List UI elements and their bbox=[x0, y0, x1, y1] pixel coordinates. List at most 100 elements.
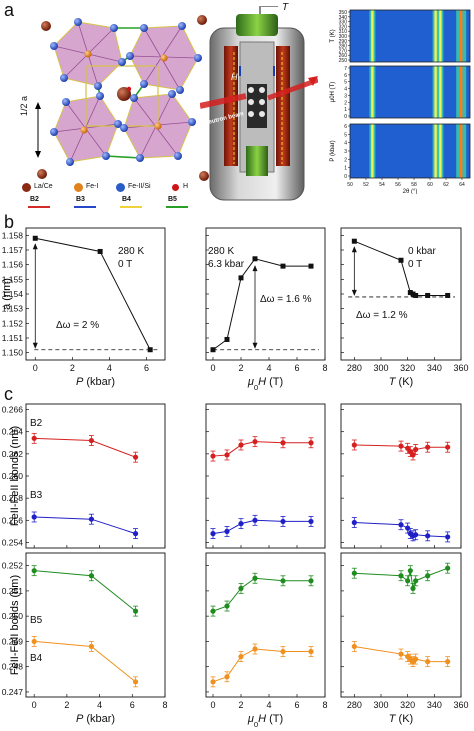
panel-b-plot-2-delta-arrowhead bbox=[252, 342, 258, 349]
panel-c-bottom-plot-1-series-B5-point bbox=[88, 573, 95, 579]
panel-c-top-plot-1-series-B3-line bbox=[34, 516, 136, 535]
panel-b-ylabel: a (nm) bbox=[1, 278, 13, 310]
panel-c-bottom-plot-3-xtick-label: 360 bbox=[453, 700, 468, 710]
heatmap-1-ytick-label: 2 bbox=[344, 100, 347, 106]
atom-sites bbox=[37, 15, 209, 181]
heatmap-0-ytick-label: 260 bbox=[339, 53, 348, 59]
heatmap-0-ytick-label: 340 bbox=[339, 15, 348, 21]
panel-c-bottom-plot-3-xtick-label: 340 bbox=[427, 700, 442, 710]
panel-c-bottom-plot-2-series-B5-point bbox=[308, 578, 314, 584]
panel-c-bottom-plot-3-series-B4-point bbox=[351, 643, 357, 650]
panel-c-top-plot-1-series-B2-point bbox=[88, 437, 95, 444]
bond-legend-b3: B3 bbox=[76, 196, 85, 203]
panel-c-bottom-plot-3-xtick-label: 280 bbox=[347, 700, 362, 710]
panel-b-plot-2-point bbox=[210, 347, 216, 353]
field-label: H bbox=[231, 72, 238, 82]
panel-c-bottom-plot-3-series-B5-point bbox=[405, 578, 411, 584]
heatmap-2-peak-core bbox=[439, 124, 442, 178]
panel-b-plot-3-xlabel: T (K) bbox=[389, 376, 413, 388]
legend-la-ce-icon bbox=[22, 183, 31, 192]
panel-c-bottom-plot-1-ytick-label: 0.249 bbox=[2, 636, 24, 646]
panel-c-bottom-plot-2-xlabel-part: H bbox=[258, 713, 266, 725]
panel-b-plot-1-annotation: 0 T bbox=[118, 259, 132, 270]
panel-c-bottom-plot-3-series-B4-point bbox=[425, 659, 431, 665]
panel-b-plot-1-point bbox=[32, 235, 38, 241]
panel-b-plot-2-xtick-label: 4 bbox=[266, 363, 271, 373]
panel-c-bottom-plot-3-xlabel: T (K) bbox=[389, 713, 413, 725]
heatmap-0-peak-core bbox=[371, 10, 374, 62]
panel-c-bottom-plot-3-series-B5-point bbox=[407, 568, 413, 574]
panel-b-plot-1-ytick-label: 1.150 bbox=[2, 348, 24, 358]
panel-c-top-plot-1-ytick-label: 0.262 bbox=[2, 449, 24, 459]
heatmap-1-ytick-label: 5 bbox=[344, 80, 347, 86]
panel-c-bottom-plot-3-series-B5-point bbox=[413, 578, 419, 584]
panel-b-plot-2-xlabel-part: μ bbox=[247, 376, 254, 388]
panel-b-plot-1-ytick-label: 1.157 bbox=[2, 245, 24, 255]
panel-c-bottom-plot-1-xtick-label: 0 bbox=[32, 700, 37, 710]
panel-c-top-plot-2-series-B2-point bbox=[308, 440, 314, 446]
panel-b-plot-2-delta-arrowhead bbox=[252, 265, 258, 272]
panel-label-b: b bbox=[4, 212, 15, 232]
bond-legend-b2-line bbox=[28, 206, 50, 208]
panel-c-top-plot-3-series-B2-point bbox=[445, 444, 451, 450]
panel-c-top-plot-3-series-B3-point bbox=[405, 525, 411, 531]
panel-c-top-plot-1-series-B2-point bbox=[132, 454, 139, 460]
panel-b-plot-2-xlabel-sub: 0 bbox=[254, 383, 258, 392]
panel-c-top-plot-1-ytick-label: 0.266 bbox=[2, 405, 24, 415]
panel-c-top-plot-2-series-B2-point bbox=[224, 452, 230, 458]
panel-b-plot-2-point bbox=[308, 263, 314, 269]
heatmap-xtick-label: 62 bbox=[443, 182, 449, 188]
panel-c-bottom-plot-2-series-B4-point bbox=[280, 648, 286, 655]
crystal-structure bbox=[35, 15, 209, 181]
panel-b-plot-1-delta-arrowhead bbox=[32, 243, 38, 250]
bond-legend: B2 B3 B4 B5 bbox=[28, 196, 218, 212]
panel-c-bottom-plot-1-xtick-label: 8 bbox=[162, 700, 167, 710]
panel-b-plot-3-point bbox=[407, 290, 413, 296]
panel-b-plot-1-delta-label: Δω = 2 % bbox=[56, 320, 99, 331]
panel-c-top-plot-2-series-B2-point bbox=[252, 439, 258, 445]
panel-b-plot-1-ytick-label: 1.154 bbox=[2, 289, 24, 299]
panel-c-bottom-plot-1-series-B4-point bbox=[88, 643, 95, 650]
heatmap-2-ytick-label: 4 bbox=[344, 141, 347, 147]
panel-c-top-plot-1-series-label: B3 bbox=[30, 490, 43, 501]
heatmap-2-ylabel: P (kbar) bbox=[330, 140, 336, 161]
pressure-cell-apparatus bbox=[200, 6, 318, 201]
panel-b-plot-3-xtick-label: 320 bbox=[400, 363, 415, 373]
heatmap-xlabel: 2θ (°) bbox=[403, 189, 418, 194]
panel-label-a: a bbox=[4, 0, 15, 20]
atom-legend: La/Ce Fe-I Fe-II/Si H bbox=[20, 182, 220, 194]
panel-b-plot-1-ytick-label: 1.153 bbox=[2, 304, 24, 314]
panel-c-top-plot-2-series-B3-point bbox=[210, 531, 216, 537]
panel-b-plot-1-ytick-label: 1.151 bbox=[2, 333, 24, 343]
heatmap-0-ytick-label: 300 bbox=[339, 34, 348, 40]
bond-legend-b2: B2 bbox=[30, 196, 39, 203]
panel-c-bottom-plot-1-series-B4-point bbox=[31, 638, 37, 645]
panel-b-plot-3-point bbox=[413, 292, 419, 298]
panel-b-plot-2-xtick-label: 8 bbox=[322, 363, 327, 373]
panel-b-plot-3-delta-arrowhead bbox=[351, 289, 357, 296]
panel-c-bottom-plot-1-series-B5-line bbox=[34, 570, 136, 612]
heatmap-0-ytick-label: 280 bbox=[339, 44, 348, 50]
panel-c-bottom-plot-2-xlabel-unit: (T) bbox=[266, 713, 283, 725]
temperature-label: T bbox=[282, 2, 289, 13]
panel-b-plot-3-point bbox=[351, 238, 357, 244]
legend-fe-ii-si-label: Fe-II/Si bbox=[128, 183, 151, 190]
heatmap-0-ytick-label: 310 bbox=[339, 29, 348, 35]
panel-b-plot-2-delta-label: Δω = 1.6 % bbox=[260, 294, 312, 305]
legend-fe-i-label: Fe-I bbox=[86, 183, 99, 190]
panel-c-bottom-plot-2-series-B5-point bbox=[210, 608, 216, 614]
panel-c-bottom-plot-3-series-B5-point bbox=[351, 570, 357, 576]
heatmap-1-ytick-label: 0 bbox=[344, 114, 347, 120]
heatmap-1-peak-core bbox=[439, 66, 442, 118]
panel-c-bottom-plot-1-xtick-label: 6 bbox=[130, 700, 135, 710]
panel-c-top-plot-2-series-B3-point bbox=[238, 521, 244, 527]
panel-b-plot-1-point bbox=[147, 347, 153, 353]
panel-b-plot-3-frame bbox=[340, 227, 462, 361]
heatmap-0-ytick-label: 320 bbox=[339, 24, 348, 30]
panel-b-plot-3-xtick-label: 300 bbox=[373, 363, 388, 373]
heatmap-2-ytick-label: 0 bbox=[344, 174, 347, 180]
panel-c-top-plot-1-series-B2-line bbox=[34, 437, 136, 458]
legend-fe-ii-si-icon bbox=[116, 183, 125, 192]
